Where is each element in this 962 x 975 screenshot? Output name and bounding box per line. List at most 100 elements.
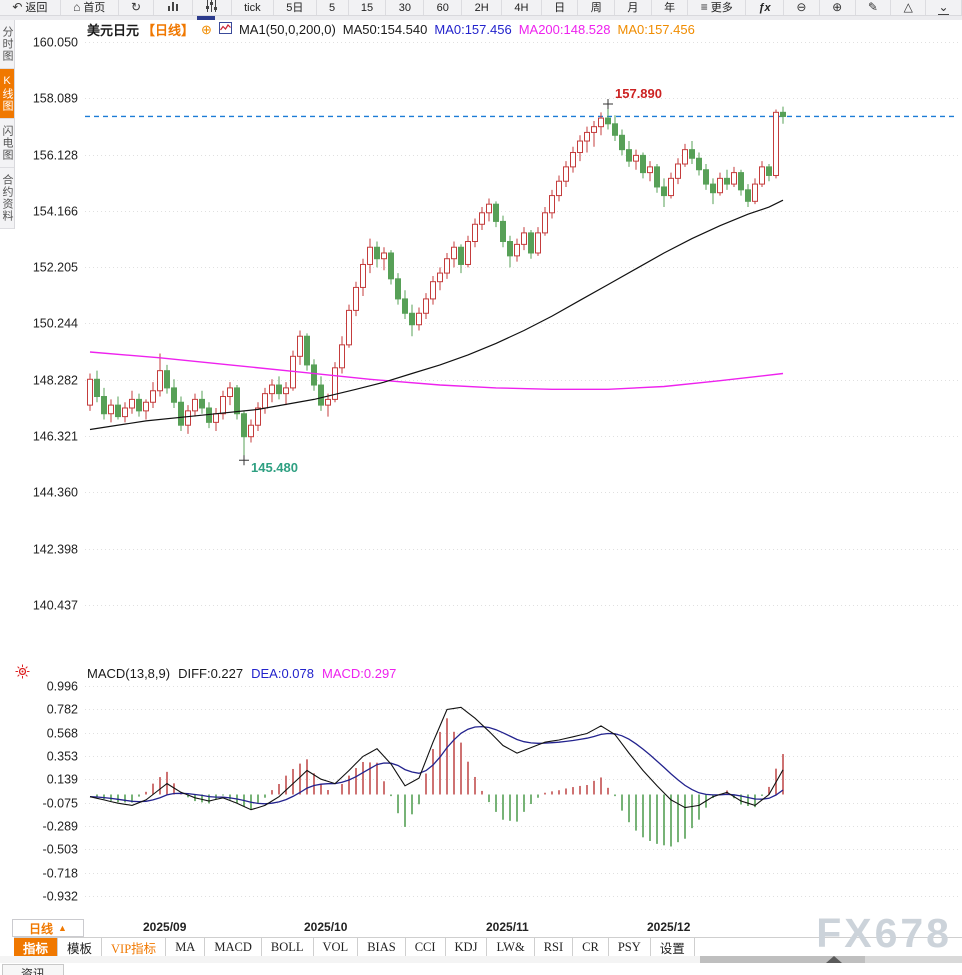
tab-BIAS[interactable]: BIAS <box>358 938 406 956</box>
toolbar-button-draw[interactable]: ✎ <box>856 0 892 15</box>
candle <box>437 272 443 283</box>
candle <box>143 401 149 412</box>
tab-KDJ[interactable]: KDJ <box>445 938 488 956</box>
scrollbar-handle[interactable] <box>700 956 865 963</box>
toolbar-button-h4[interactable]: 4H <box>502 0 542 15</box>
axis-tick-label: 0.996 <box>47 680 78 694</box>
candle <box>752 183 758 202</box>
toolbar-button-fx[interactable]: ƒx <box>746 0 785 15</box>
axis-tick-label: 144.360 <box>33 486 78 500</box>
tab-MA[interactable]: MA <box>166 938 206 956</box>
candle <box>556 180 562 197</box>
candle <box>381 252 387 260</box>
tab-LW&[interactable]: LW& <box>487 938 535 956</box>
toolbar-button-m30[interactable]: 30 <box>386 0 425 15</box>
dea-line <box>89 725 784 805</box>
tab-VIP指标[interactable]: VIP指标 <box>102 938 167 956</box>
kline-settings-icon[interactable] <box>218 22 232 37</box>
toolbar-button-zoom-in[interactable]: ⊕ <box>820 0 856 15</box>
ma200-line <box>89 351 784 390</box>
tab-BOLL[interactable]: BOLL <box>261 938 314 956</box>
grid: 160.050 158.089 156.128 154.166 152.205 150.2… <box>33 36 958 904</box>
tab-指标[interactable]: 指标 <box>14 938 59 956</box>
toolbar-label: 15 <box>360 1 374 14</box>
chart-type-sidebar: 分时图 K线图 闪电图 合约资料 <box>0 20 15 229</box>
toolbar-button-back[interactable]: ↶ 返回 <box>0 0 61 15</box>
candle <box>220 396 226 415</box>
tab-设置[interactable]: 设置 <box>650 938 695 956</box>
sidebar-item-分时图[interactable]: 分时图 <box>0 20 14 69</box>
candle <box>213 413 219 423</box>
tab-模板[interactable]: 模板 <box>58 938 103 956</box>
candle <box>129 398 135 409</box>
candle <box>598 117 604 128</box>
candle <box>227 387 233 398</box>
toolbar-button-indicator-panel[interactable] <box>193 0 232 15</box>
candle <box>115 404 121 418</box>
toolbar-button-chart-style[interactable] <box>154 0 194 15</box>
bottom-panel-scrollbar[interactable] <box>0 956 962 963</box>
add-indicator-icon[interactable]: ⊕ <box>201 21 212 37</box>
toolbar-button-collapse[interactable]: ⌄ <box>926 0 962 15</box>
candle <box>731 172 737 185</box>
toolbar-button-zoom-out[interactable]: ⊖ <box>784 0 820 15</box>
macd-histogram <box>96 718 784 847</box>
toolbar-label: 周 <box>590 1 602 14</box>
candle <box>367 246 373 265</box>
tab-news[interactable]: 资讯 <box>2 964 64 975</box>
toolbar-button-week[interactable]: 周 <box>578 0 616 15</box>
candlestick-series <box>87 104 786 461</box>
candle <box>416 312 422 326</box>
candle <box>696 157 702 171</box>
toolbar-button-h2[interactable]: 2H <box>462 0 502 15</box>
toolbar-button-shapes[interactable]: △ <box>891 0 927 15</box>
candle <box>185 410 191 426</box>
tab-PSY[interactable]: PSY <box>608 938 651 956</box>
toolbar-button-m15[interactable]: 15 <box>349 0 387 15</box>
candle <box>430 281 436 300</box>
tab-CCI[interactable]: CCI <box>405 938 446 956</box>
indicator-settings-icon[interactable] <box>15 664 30 684</box>
toolbar-button-tick[interactable]: tick <box>232 0 274 15</box>
sidebar-item-K线图[interactable]: K线图 <box>0 69 14 119</box>
candle <box>689 149 695 159</box>
tab-MACD[interactable]: MACD <box>205 938 262 956</box>
toolbar-button-refresh[interactable]: ↻ <box>119 0 155 15</box>
axis-tick-label: -0.718 <box>43 867 78 881</box>
axis-tick-label: 0.782 <box>47 703 78 717</box>
tab-RSI[interactable]: RSI <box>534 938 574 956</box>
toolbar-button-m60[interactable]: 60 <box>424 0 463 15</box>
candle <box>675 163 681 179</box>
candle <box>136 398 142 412</box>
toolbar-button-m5[interactable]: 5 <box>317 0 349 15</box>
candle <box>304 335 310 366</box>
axis-tick-label: 152.205 <box>33 261 78 275</box>
toolbar-button-5d[interactable]: 5日 <box>274 0 317 15</box>
tab-CR[interactable]: CR <box>573 938 609 956</box>
candle <box>682 149 688 165</box>
toolbar-button-home[interactable]: ⌂ 首页 <box>61 0 119 15</box>
toolbar-scrollbar-thumb[interactable] <box>197 16 215 20</box>
candle <box>710 183 716 194</box>
toolbar-button-day[interactable]: 日 <box>542 0 579 15</box>
candle <box>388 252 394 280</box>
ma-settings-label[interactable]: MA1(50,0,200,0) <box>238 22 336 37</box>
candle <box>283 387 289 395</box>
toolbar-button-year[interactable]: 年 <box>652 0 689 15</box>
candle <box>738 172 744 191</box>
expand-panel-icon[interactable] <box>826 956 842 963</box>
toolbar-button-month[interactable]: 月 <box>615 0 652 15</box>
tab-VOL[interactable]: VOL <box>313 938 359 956</box>
toolbar-button-more[interactable]: ≡ 更多 <box>688 0 747 15</box>
toolbar-scrollbar[interactable] <box>0 16 962 20</box>
sidebar-item-合约资料[interactable]: 合约资料 <box>0 168 14 229</box>
sidebar-item-闪电图[interactable]: 闪电图 <box>0 119 14 168</box>
candle <box>101 396 107 415</box>
candle <box>444 258 450 274</box>
back-arrow-icon: ↶ <box>12 0 23 14</box>
candle <box>276 384 282 395</box>
period-selector-button[interactable]: 日线 ▲ <box>12 919 84 937</box>
candle <box>423 298 429 314</box>
macd-settings-label[interactable]: MACD(13,8,9) <box>87 666 171 681</box>
